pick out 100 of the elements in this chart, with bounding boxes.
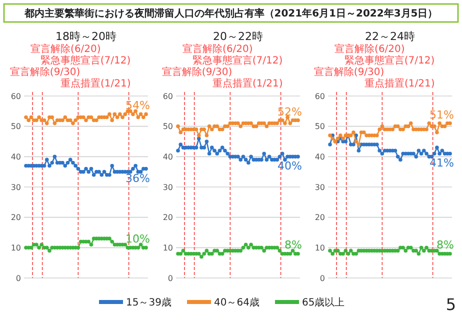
point xyxy=(136,246,140,250)
point xyxy=(215,248,220,253)
text: 5 xyxy=(446,295,456,314)
point xyxy=(89,166,94,171)
point xyxy=(448,252,452,256)
point xyxy=(344,248,348,253)
point xyxy=(262,121,266,126)
point xyxy=(226,124,230,128)
point xyxy=(236,121,240,126)
point xyxy=(112,112,117,116)
point xyxy=(414,248,418,253)
point xyxy=(210,146,214,150)
annotation: 41% xyxy=(430,156,454,170)
point xyxy=(246,246,250,250)
point xyxy=(278,248,282,253)
point xyxy=(254,124,258,128)
point xyxy=(74,118,78,122)
point xyxy=(328,134,332,138)
point xyxy=(280,152,284,156)
point xyxy=(44,158,49,162)
point xyxy=(435,248,439,253)
point xyxy=(131,112,135,116)
point xyxy=(215,124,220,128)
point xyxy=(24,115,28,120)
point xyxy=(435,146,439,150)
point xyxy=(176,124,180,128)
y-tick-label: 60 xyxy=(162,92,173,101)
y-tick-label: 0 xyxy=(16,274,21,283)
annotation: 8% xyxy=(436,238,454,252)
point xyxy=(220,146,224,150)
point xyxy=(380,152,384,156)
y-tick-label: 10 xyxy=(162,243,173,252)
y-tick-label: 40 xyxy=(314,152,325,162)
point xyxy=(134,164,138,168)
point xyxy=(123,242,128,247)
point xyxy=(412,152,416,156)
point xyxy=(144,112,148,116)
point xyxy=(52,121,57,126)
point xyxy=(378,148,382,152)
point xyxy=(68,158,72,162)
point xyxy=(226,152,230,156)
point xyxy=(210,127,214,132)
point xyxy=(141,115,146,120)
point xyxy=(424,246,428,250)
point xyxy=(238,158,243,162)
point xyxy=(42,118,46,122)
point xyxy=(414,154,418,159)
point xyxy=(131,166,135,171)
point xyxy=(204,140,209,144)
y-tick-label: 40 xyxy=(10,152,21,162)
point xyxy=(74,164,78,168)
y-tick-label: 10 xyxy=(10,243,21,252)
point xyxy=(115,115,120,120)
point xyxy=(244,158,248,162)
point xyxy=(238,248,243,253)
point xyxy=(202,146,206,150)
point xyxy=(63,115,68,120)
point xyxy=(404,248,408,253)
point xyxy=(202,252,206,256)
point xyxy=(341,136,345,140)
point xyxy=(110,240,114,244)
point xyxy=(52,154,57,159)
point xyxy=(249,154,253,159)
text: 宣言解除(6/20) xyxy=(334,43,405,55)
point xyxy=(341,252,345,256)
annotation: 54% xyxy=(126,99,150,112)
point xyxy=(352,130,356,134)
point xyxy=(63,164,68,168)
point xyxy=(29,115,34,120)
point xyxy=(275,121,280,126)
point xyxy=(238,124,243,128)
point xyxy=(406,124,410,128)
point xyxy=(60,118,64,122)
point xyxy=(328,248,332,253)
point xyxy=(76,166,80,171)
y-tick-label: 30 xyxy=(162,182,173,192)
point xyxy=(249,242,253,247)
point xyxy=(120,115,124,120)
point xyxy=(354,140,358,144)
point xyxy=(438,152,442,156)
point xyxy=(94,118,98,122)
point xyxy=(260,246,264,250)
point xyxy=(144,166,148,171)
chart-title: 22～24時 xyxy=(365,30,415,43)
point xyxy=(108,172,112,177)
point xyxy=(178,130,183,134)
point xyxy=(200,254,204,259)
point xyxy=(196,134,201,138)
point xyxy=(378,127,382,132)
annotation: 51% xyxy=(430,108,454,122)
point xyxy=(138,112,143,116)
text: 宣言解除(6/20) xyxy=(182,43,253,55)
y-tick-label: 30 xyxy=(314,182,325,192)
point xyxy=(244,242,248,247)
point xyxy=(196,136,201,140)
point xyxy=(416,148,421,152)
annotation: 8% xyxy=(284,238,302,252)
point xyxy=(262,152,266,156)
point xyxy=(356,148,361,152)
point xyxy=(275,158,280,162)
